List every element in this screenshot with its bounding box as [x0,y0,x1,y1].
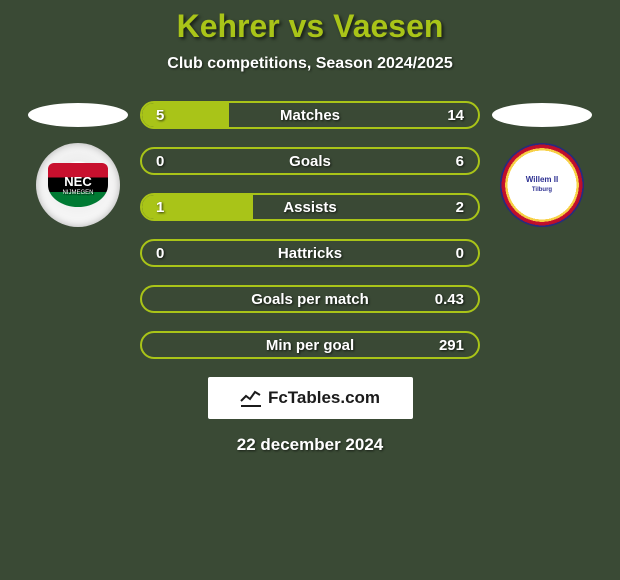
stat-right-value: 6 [456,153,464,170]
site-badge: FcTables.com [208,377,413,419]
footer-date: 22 december 2024 [237,435,384,455]
stat-label: Goals [142,153,478,170]
chart-icon [240,389,262,407]
stat-bar: 1Assists2 [140,193,480,221]
left-crest-sub: NIJMEGEN [62,190,93,196]
site-badge-text: FcTables.com [268,388,380,408]
stat-bar: 5Matches14 [140,101,480,129]
left-ellipse [28,103,128,127]
stats-area: NEC NIJMEGEN 5Matches140Goals61Assists20… [28,95,592,359]
stat-right-value: 2 [456,199,464,216]
stat-label: Matches [142,107,478,124]
stat-right-value: 14 [447,107,464,124]
stat-right-value: 0.43 [435,291,464,308]
left-crest: NEC NIJMEGEN [36,143,120,227]
right-crest: Willem II Tilburg [500,143,584,227]
stat-label: Goals per match [142,291,478,308]
right-crest-text: Willem II Tilburg [526,176,558,194]
bars-col: 5Matches140Goals61Assists20Hattricks0Goa… [140,95,480,359]
comparison-card: Kehrer vs Vaesen Club competitions, Seas… [0,0,620,580]
right-crest-name: Willem II [526,175,558,184]
stat-label: Assists [142,199,478,216]
right-ellipse [492,103,592,127]
stat-bar: Min per goal291 [140,331,480,359]
stat-bar: 0Hattricks0 [140,239,480,267]
page-title: Kehrer vs Vaesen [177,8,444,45]
left-side-col: NEC NIJMEGEN [28,95,128,227]
stat-right-value: 291 [439,337,464,354]
stat-bar: Goals per match0.43 [140,285,480,313]
left-crest-shield: NEC NIJMEGEN [48,163,108,207]
page-subtitle: Club competitions, Season 2024/2025 [167,55,452,73]
stat-bar: 0Goals6 [140,147,480,175]
right-side-col: Willem II Tilburg [492,95,592,227]
stat-label: Hattricks [142,245,478,262]
stat-label: Min per goal [142,337,478,354]
stat-right-value: 0 [456,245,464,262]
left-crest-text: NEC [64,175,91,188]
right-crest-sub: Tilburg [532,187,552,193]
